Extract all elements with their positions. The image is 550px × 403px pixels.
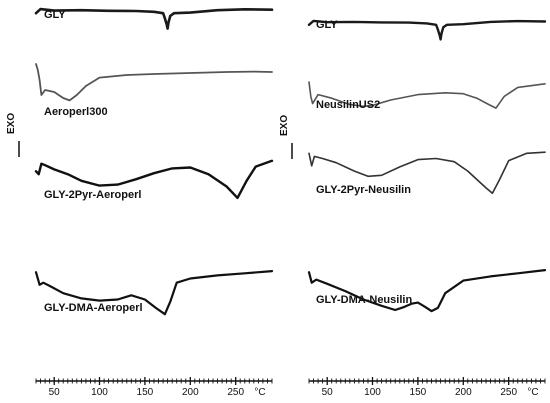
x-tick-label: 200	[182, 387, 199, 398]
right-label-gly-2pyr-neusilin: GLY-2Pyr-Neusilin	[316, 184, 411, 196]
x-tick-label: 200	[455, 387, 472, 398]
right-x-axis: 50 100 150 200 250 °C	[308, 377, 546, 398]
x-unit-label: °C	[254, 387, 265, 398]
curve-aeroperl300	[35, 63, 273, 102]
left-label-gly-dma-aeroperl: GLY-DMA-Aeroperl	[44, 302, 143, 314]
right-curves	[307, 19, 547, 313]
curve-gly-dma-aeroperl	[34, 270, 274, 316]
left-curves	[34, 7, 274, 316]
left-label-gly-2pyr-aeroperl: GLY-2Pyr-Aeroperl	[44, 189, 141, 201]
left-label-aeroperl300: Aeroperl300	[44, 106, 108, 118]
x-tick-label: 150	[137, 387, 154, 398]
left-x-axis: 50 100 150 200 250 °C	[35, 377, 273, 398]
curve-gly-dma-neusilin	[307, 269, 547, 313]
left-dsc-panel: GLY Aeroperl300 GLY-2Pyr-Aeroperl GLY-DM…	[6, 7, 274, 398]
x-tick-label: 250	[227, 387, 244, 398]
curve-gly-2pyr-aeroperl	[34, 159, 274, 200]
right-label-neusilinus2: NeusilinUS2	[316, 99, 380, 111]
right-label-gly-dma-neusilin: GLY-DMA-Neusilin	[316, 294, 412, 306]
curve-gly	[34, 7, 274, 30]
x-tick-label: 150	[410, 387, 427, 398]
x-unit-label: °C	[527, 387, 538, 398]
curve-neusilinus2	[308, 81, 546, 109]
x-tick-label: 100	[364, 387, 381, 398]
right-label-gly: GLY	[316, 19, 338, 31]
right-exo-label: EXO	[279, 115, 290, 136]
x-tick-label: 50	[49, 387, 61, 398]
x-tick-label: 250	[500, 387, 517, 398]
x-tick-label: 100	[91, 387, 108, 398]
right-dsc-panel: GLY NeusilinUS2 GLY-2Pyr-Neusilin GLY-DM…	[279, 19, 547, 398]
left-exo-label: EXO	[6, 113, 17, 134]
curve-gly-2pyr-neusilin	[308, 151, 546, 194]
curve-gly	[307, 19, 547, 41]
x-tick-label: 50	[322, 387, 334, 398]
left-label-gly: GLY	[44, 9, 66, 21]
